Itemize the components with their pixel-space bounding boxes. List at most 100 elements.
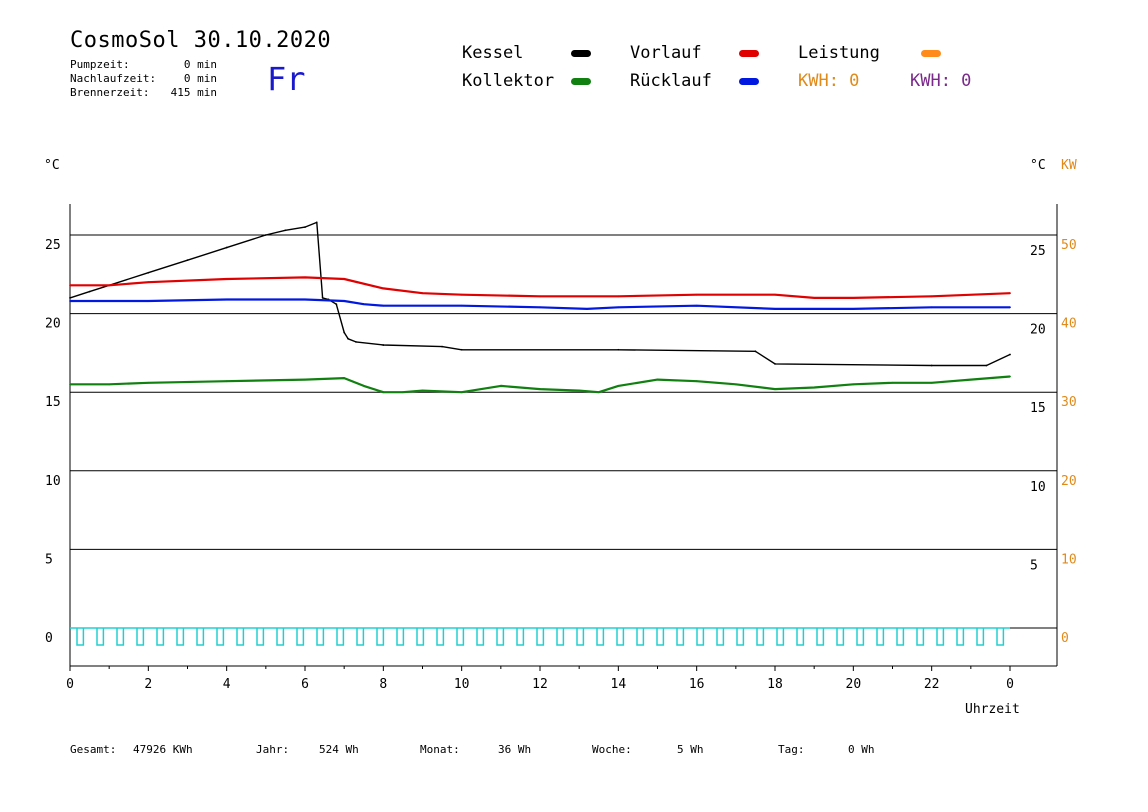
left-axis-unit: °C bbox=[44, 158, 60, 173]
brennerzeit-value: 415 min bbox=[170, 86, 217, 99]
point-kessel-15 bbox=[355, 340, 357, 343]
legend-vorlauf-label: Vorlauf bbox=[630, 43, 702, 63]
point-kollektor-25 bbox=[1009, 375, 1011, 378]
point-kollektor-14 bbox=[597, 391, 600, 394]
point-kollektor-7 bbox=[382, 391, 385, 394]
point-ruecklauf-1 bbox=[108, 300, 111, 302]
point-kessel-21 bbox=[774, 363, 776, 365]
point-kollektor-10 bbox=[460, 391, 463, 394]
point-kessel-8 bbox=[304, 226, 306, 229]
point-kollektor-9 bbox=[421, 389, 424, 392]
point-kessel-16 bbox=[382, 344, 385, 346]
point-kessel-13 bbox=[343, 331, 346, 334]
y-tick-left-15: 15 bbox=[45, 395, 61, 410]
point-kollektor-1 bbox=[108, 383, 111, 386]
point-kollektor-8 bbox=[402, 391, 404, 394]
y-tick-right-c-10: 10 bbox=[1030, 480, 1046, 495]
right-axis-unit-c: °C bbox=[1030, 158, 1046, 173]
point-ruecklauf-5 bbox=[343, 300, 346, 302]
pump-pulses bbox=[76, 628, 1005, 646]
series-line-kollektor bbox=[70, 375, 1011, 394]
point-vorlauf-5 bbox=[343, 278, 346, 280]
footer-gesamt-label: Gesamt: bbox=[70, 743, 117, 756]
point-kessel-17 bbox=[441, 345, 443, 348]
point-kessel-20 bbox=[754, 350, 757, 353]
x-tick-label-2: 4 bbox=[223, 677, 231, 692]
y-tick-right-kw-20: 20 bbox=[1061, 474, 1077, 489]
point-kollektor-2 bbox=[147, 381, 150, 384]
footer-tag-value: 0 Wh bbox=[848, 743, 875, 756]
point-vorlauf-13 bbox=[813, 296, 816, 299]
point-vorlauf-0 bbox=[69, 284, 71, 287]
legend-vorlauf-swatch bbox=[739, 50, 759, 57]
point-ruecklauf-16 bbox=[1009, 306, 1011, 309]
footer-gesamt-value: 47926 KWh bbox=[133, 743, 193, 756]
y-tick-right-kw-10: 10 bbox=[1061, 552, 1077, 567]
legend-ruecklauf-label: Rücklauf bbox=[630, 71, 712, 91]
point-ruecklauf-7 bbox=[382, 304, 385, 307]
point-kollektor-18 bbox=[734, 383, 737, 386]
y-tick-left-5: 5 bbox=[45, 552, 53, 567]
point-vorlauf-14 bbox=[852, 296, 855, 299]
point-ruecklauf-4 bbox=[304, 298, 306, 301]
y-tick-right-c-15: 15 bbox=[1030, 401, 1046, 416]
brennerzeit-label: Brennerzeit: bbox=[70, 86, 150, 99]
legend-kessel-swatch bbox=[571, 50, 591, 57]
point-kollektor-20 bbox=[813, 386, 816, 389]
point-kollektor-21 bbox=[852, 383, 855, 386]
x-tick-label-0: 0 bbox=[66, 677, 74, 692]
point-ruecklauf-0 bbox=[69, 300, 71, 302]
series-line-vorlauf bbox=[70, 276, 1011, 299]
y-tick-right-kw-30: 30 bbox=[1061, 395, 1077, 410]
point-kollektor-0 bbox=[69, 383, 71, 386]
point-kollektor-19 bbox=[774, 388, 776, 390]
point-kollektor-24 bbox=[969, 378, 972, 381]
pumpzeit-value: 0 min bbox=[183, 58, 217, 71]
point-kessel-14 bbox=[347, 337, 349, 340]
nachlaufzeit-label: Nachlaufzeit: bbox=[70, 72, 157, 85]
x-tick-label-4: 8 bbox=[379, 677, 387, 692]
point-kessel-22 bbox=[930, 364, 933, 367]
legend-ruecklauf-swatch bbox=[739, 78, 759, 85]
point-vorlauf-9 bbox=[539, 295, 541, 298]
point-kollektor-5 bbox=[343, 377, 346, 379]
x-tick-label-10: 20 bbox=[846, 677, 862, 692]
point-vorlauf-3 bbox=[225, 278, 228, 280]
point-kollektor-3 bbox=[225, 380, 228, 383]
legend-leistung-label: Leistung bbox=[798, 43, 880, 63]
point-kollektor-13 bbox=[578, 389, 581, 392]
point-ruecklauf-13 bbox=[774, 307, 776, 310]
y-tick-right-c-5: 5 bbox=[1030, 558, 1038, 573]
point-kessel-4 bbox=[186, 259, 189, 262]
y-tick-left-25: 25 bbox=[45, 238, 61, 253]
point-kollektor-22 bbox=[891, 381, 894, 384]
point-vorlauf-16 bbox=[1009, 292, 1011, 295]
point-ruecklauf-10 bbox=[586, 307, 588, 310]
series-line-kessel bbox=[69, 221, 1011, 367]
point-vorlauf-15 bbox=[930, 295, 933, 298]
chart-title: CosmoSol 30.10.2020 bbox=[70, 28, 332, 53]
kwh-orange-label: KWH: 0 bbox=[798, 71, 860, 91]
right-axis-unit-kw: KW bbox=[1061, 158, 1077, 173]
y-tick-right-c-20: 20 bbox=[1030, 323, 1046, 338]
legend-kessel-label: Kessel bbox=[462, 43, 524, 63]
point-kessel-0 bbox=[69, 296, 71, 299]
nachlaufzeit-value: 0 min bbox=[183, 72, 217, 85]
point-kessel-23 bbox=[985, 364, 988, 367]
y-tick-right-c-25: 25 bbox=[1030, 244, 1046, 259]
point-ruecklauf-3 bbox=[225, 298, 228, 301]
y-tick-left-10: 10 bbox=[45, 474, 61, 489]
point-kessel-24 bbox=[1009, 353, 1011, 356]
x-tick-label-11: 22 bbox=[924, 677, 940, 692]
point-ruecklauf-8 bbox=[460, 304, 463, 307]
x-axis-label: Uhrzeit bbox=[965, 702, 1020, 717]
y-tick-right-kw-40: 40 bbox=[1061, 317, 1077, 332]
point-kollektor-23 bbox=[930, 381, 933, 384]
point-ruecklauf-15 bbox=[930, 306, 933, 309]
point-kessel-1 bbox=[88, 290, 91, 293]
x-tick-label-5: 10 bbox=[454, 677, 470, 692]
footer-jahr-value: 524 Wh bbox=[319, 743, 359, 756]
point-kessel-19 bbox=[617, 348, 620, 351]
x-tick-label-8: 16 bbox=[689, 677, 705, 692]
